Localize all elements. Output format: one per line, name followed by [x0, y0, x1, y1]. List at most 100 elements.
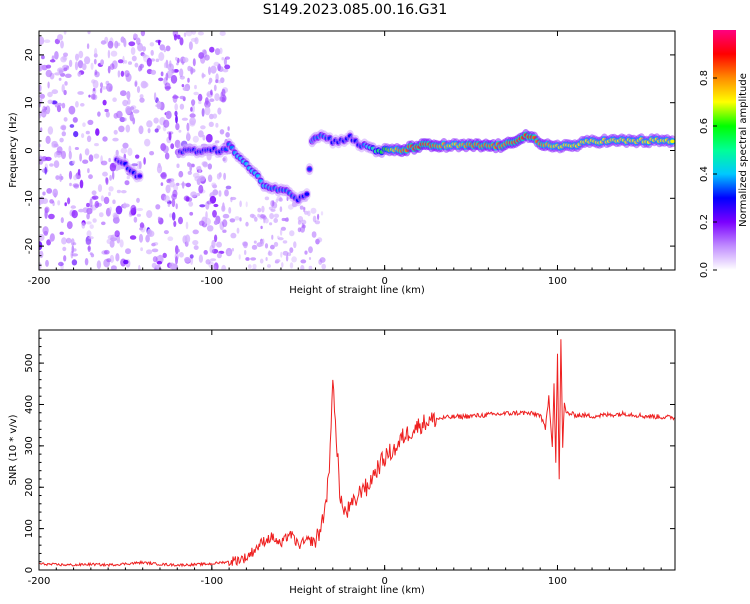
spectrogram-noise-cell	[215, 122, 219, 128]
spectrogram-noise-cell	[74, 147, 79, 150]
spectrogram-noise-cell	[289, 230, 295, 237]
spectrogram-noise-cell	[160, 71, 164, 77]
spectrogram-noise-cell	[92, 218, 97, 223]
spectrogram-noise-cell	[45, 259, 49, 267]
spectrogram-noise-cell	[53, 143, 59, 148]
spectrogram-noise-cell	[92, 88, 96, 92]
spectrogram-noise-cell	[115, 205, 123, 215]
spectrogram-noise-cell	[164, 86, 172, 90]
spectrogram-noise-cell	[120, 70, 125, 77]
spectrogram-noise-cell	[163, 195, 170, 203]
spectrogram-noise-cell	[63, 117, 68, 122]
spectrogram-noise-cell	[207, 163, 212, 170]
spectrogram-noise-cell	[300, 226, 305, 233]
spectrogram-noise-cell	[48, 213, 55, 220]
spectrogram-noise-cell	[153, 117, 159, 124]
spectrogram-noise-cell	[49, 235, 53, 243]
spectrogram-noise-cell	[224, 64, 231, 70]
spectrogram-noise-cell	[219, 47, 223, 54]
spectrogram-noise-cell	[86, 135, 92, 143]
spectrogram-noise-cell	[112, 216, 120, 224]
spectrogram-noise-cell	[136, 207, 144, 212]
spectrogram-noise-cell	[308, 246, 313, 254]
spectrogram-noise-cell	[60, 176, 64, 180]
spectrogram-noise-cell	[92, 79, 99, 89]
spectrogram-noise-cell	[279, 229, 283, 236]
spectrogram-noise-cell	[210, 89, 213, 96]
colorbar-label: Normalized spectral amplitude	[738, 73, 749, 227]
spectrogram-noise-cell	[303, 207, 306, 213]
spectrogram-noise-cell	[46, 188, 53, 194]
spectrogram-noise-cell	[79, 179, 84, 189]
spectrogram-noise-cell	[189, 254, 194, 259]
spectrogram-noise-cell	[49, 59, 56, 63]
spectrogram-noise-cell	[223, 58, 227, 66]
spectrogram-noise-cell	[189, 120, 196, 127]
spectrogram-noise-cell	[171, 212, 176, 221]
spectrogram-noise-cell	[93, 58, 97, 65]
spectrogram-noise-cell	[120, 90, 127, 97]
spectrogram-noise-cell	[39, 36, 45, 45]
spectrogram-noise-cell	[136, 37, 141, 45]
spectrogram-noise-cell	[200, 125, 206, 130]
spectrogram-x-tick-label: -200	[28, 276, 51, 287]
spectrogram-noise-cell	[80, 103, 85, 107]
spectrogram-noise-cell	[223, 172, 227, 181]
spectrogram-noise-cell	[157, 216, 161, 221]
spectrogram-noise-cell	[181, 84, 185, 88]
spectrogram-noise-cell	[88, 154, 94, 162]
snr-frame	[38, 329, 676, 571]
spectrogram-noise-cell	[69, 182, 72, 187]
spectrogram-noise-cell	[72, 117, 78, 123]
spectrogram-noise-cell	[147, 128, 151, 134]
spectrogram-noise-cell	[191, 31, 197, 35]
spectrogram-noise-cell	[100, 160, 108, 166]
spectrogram-noise-cell	[86, 230, 92, 238]
spectrogram-noise-cell	[146, 57, 152, 67]
spectrogram-noise-cell	[145, 234, 150, 243]
spectrogram-noise-cell	[85, 241, 92, 245]
spectrogram-noise-cell	[109, 254, 115, 263]
spectrogram-noise-cell	[207, 174, 213, 183]
snr-x-tick-label: -100	[200, 576, 223, 587]
spectrogram-noise-cell	[217, 107, 222, 115]
spectrogram-noise-cell	[63, 255, 67, 262]
spectrogram-noise-cell	[139, 222, 145, 229]
spectrogram-noise-cell	[57, 200, 61, 206]
colorbar-tick-label: 0.8	[699, 70, 710, 86]
spectrogram-noise-cell	[209, 245, 215, 254]
spectrogram-noise-cell	[117, 59, 124, 64]
spectrogram-noise-cell	[149, 151, 155, 156]
spectrogram-noise-cell	[252, 263, 257, 269]
spectrogram-noise-cell	[209, 113, 214, 120]
spectrogram-noise-cell	[118, 125, 125, 133]
spectrogram-noise-cell	[104, 108, 109, 113]
spectrogram-noise-cell	[112, 170, 115, 180]
spectrogram-noise-cell	[259, 240, 264, 247]
spectrogram-noise-cell	[164, 152, 170, 160]
spectrogram-noise-cell	[169, 60, 172, 68]
spectrogram-noise-cell	[229, 218, 236, 223]
spectrogram-noise-cell	[69, 124, 75, 128]
spectrogram-noise-cell	[210, 258, 217, 262]
spectrogram-noise-cell	[308, 265, 313, 270]
spectrogram-noise-cell	[78, 50, 84, 59]
spectrogram-noise-cell	[182, 57, 189, 63]
spectrogram-noise-cell	[311, 231, 317, 238]
spectrogram-noise-cell	[99, 212, 104, 218]
spectrogram-noise-cell	[122, 99, 129, 107]
spectrogram-noise-cell	[146, 210, 153, 219]
spectrogram-noise-cell	[282, 250, 289, 256]
spectrogram-noise-cell	[84, 56, 91, 65]
spectrogram-noise-cell	[42, 105, 47, 113]
spectrogram-noise-cell	[47, 99, 53, 105]
spectrogram-noise-cell	[39, 250, 44, 259]
spectrogram-noise-cell	[173, 34, 178, 41]
spectrogram-noise-cell	[71, 210, 78, 219]
spectrogram-noise-cell	[164, 82, 171, 91]
spectrogram-noise-cell	[140, 31, 146, 37]
spectrogram-noise-cell	[39, 84, 42, 92]
spectrogram-noise-cell	[119, 116, 126, 123]
spectrogram-noise-cell	[317, 237, 323, 243]
